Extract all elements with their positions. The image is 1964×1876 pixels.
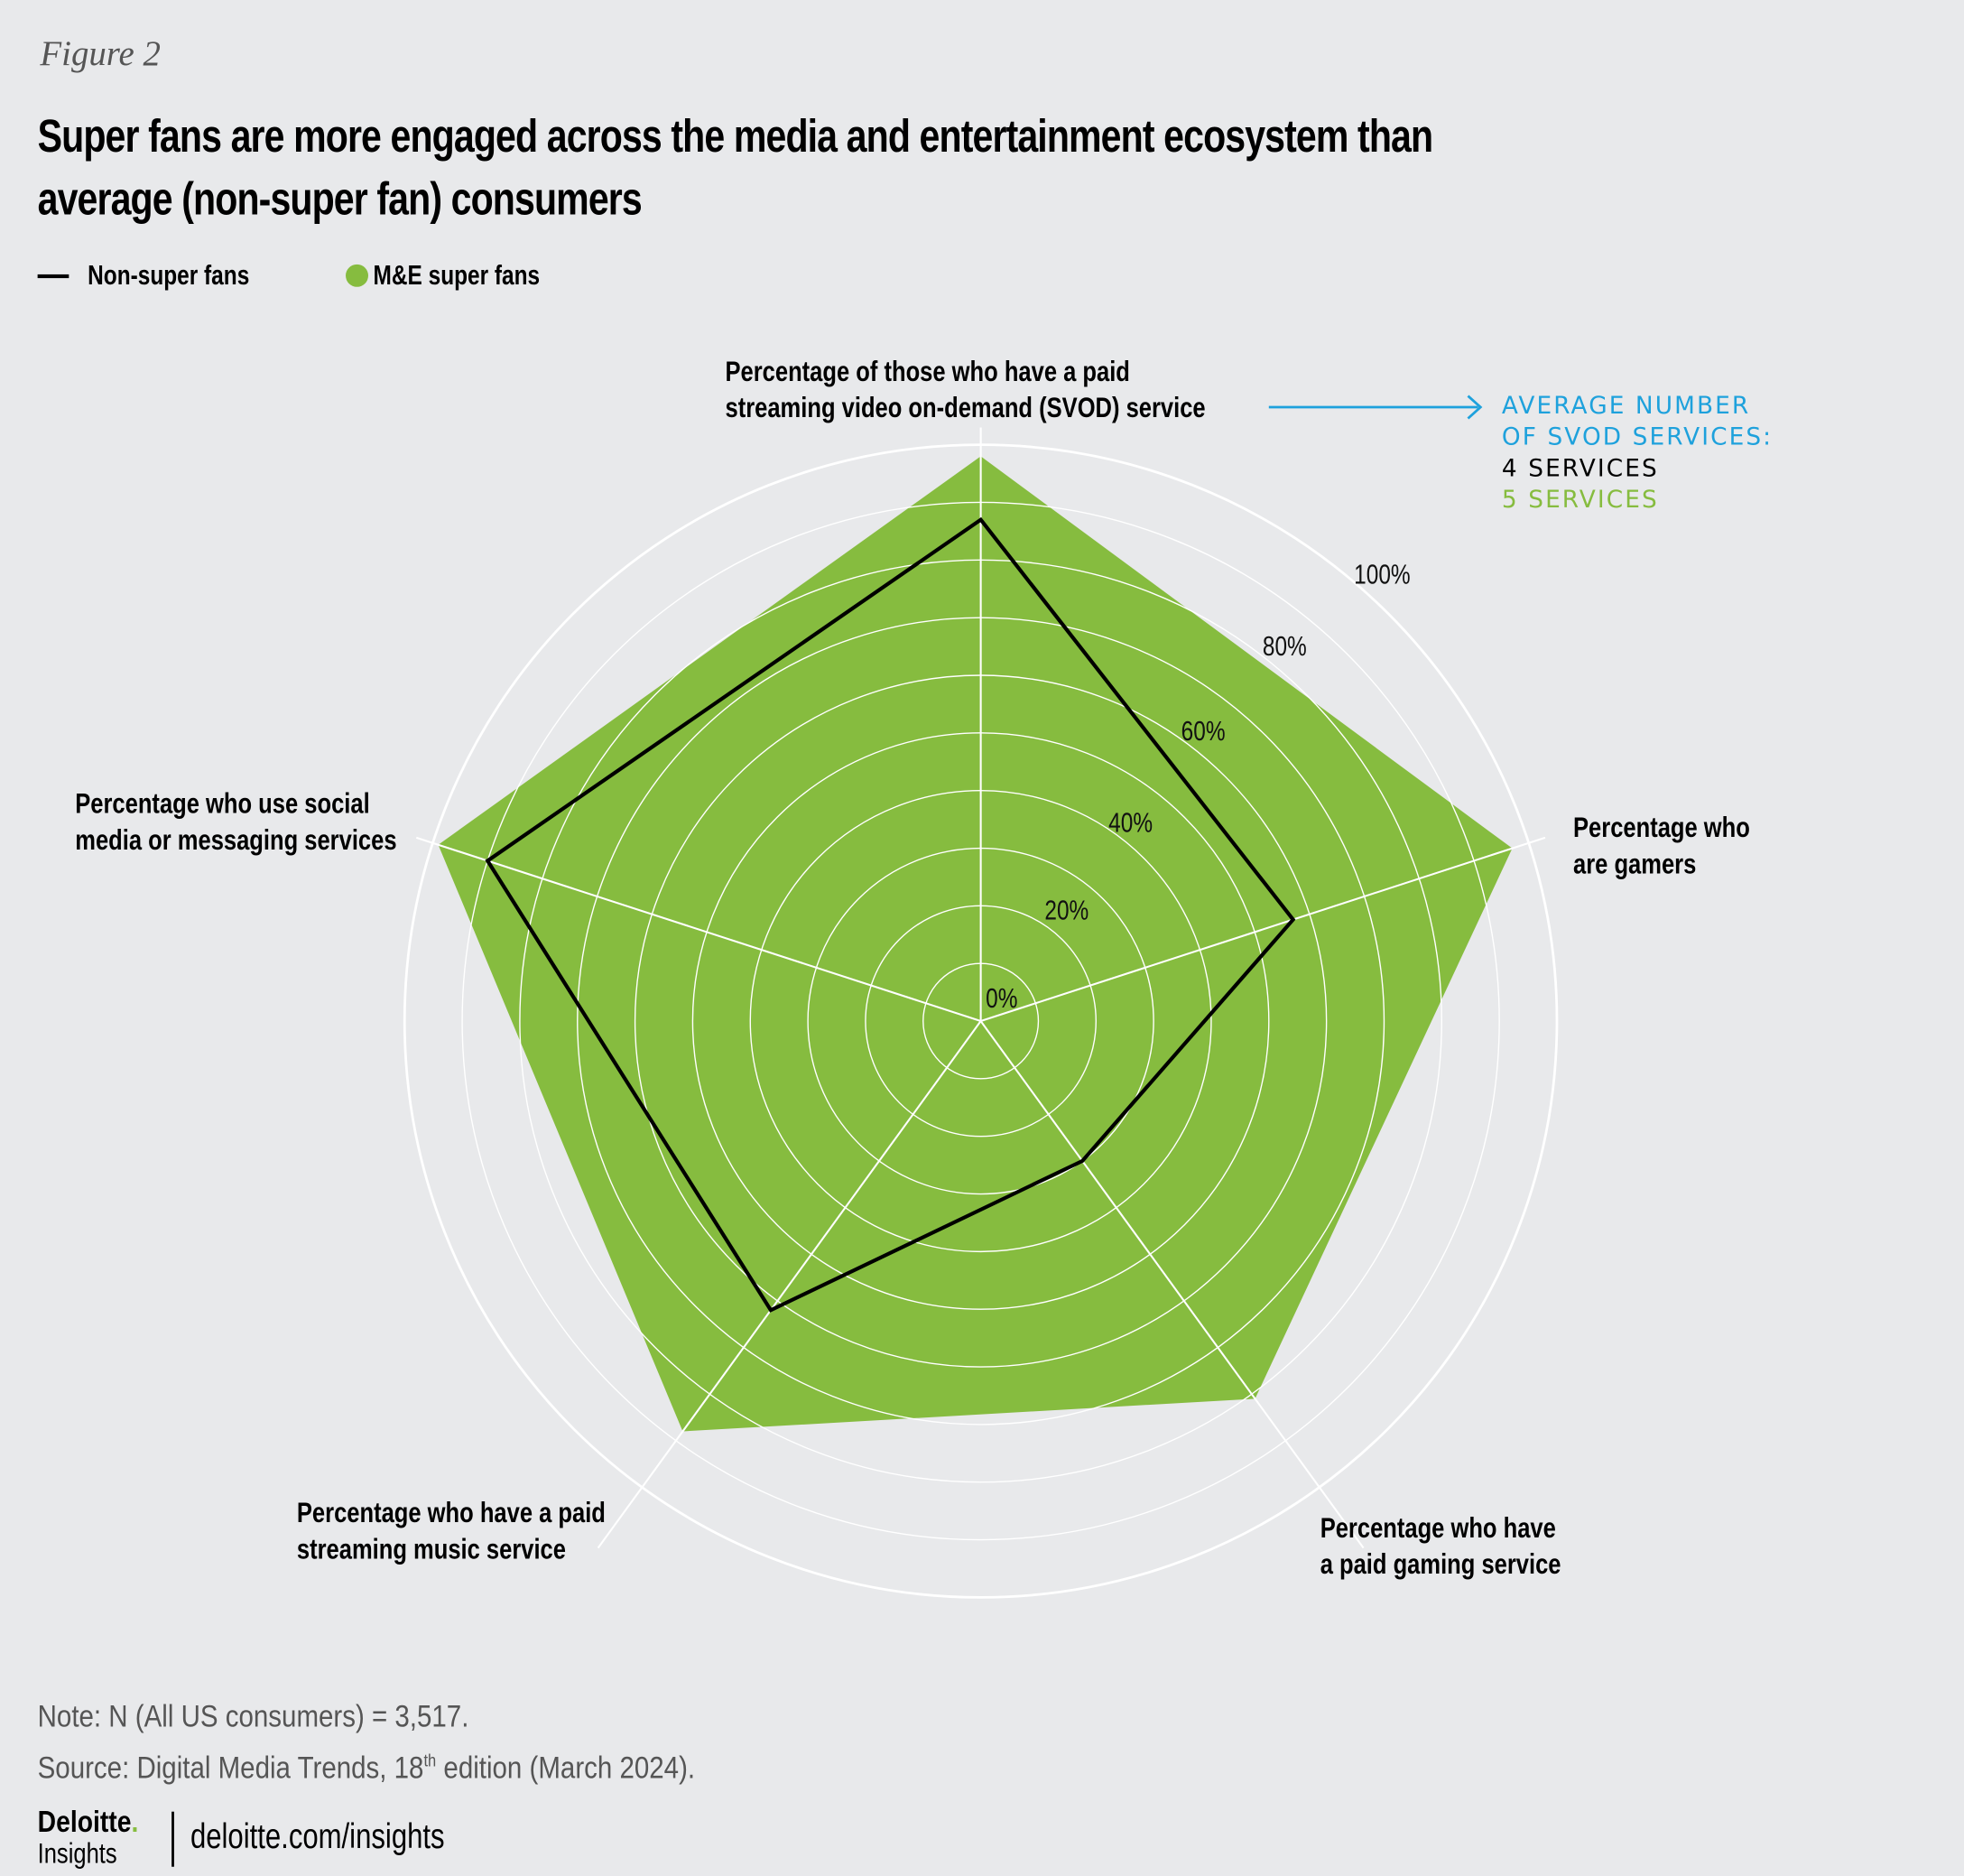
axis-label-svod: Percentage of those who have a paid stre… xyxy=(726,353,1326,425)
source-text: Source: Digital Media Trends, 18th editi… xyxy=(38,1739,695,1790)
note-text: Note: N (All US consumers) = 3,517. xyxy=(37,1698,469,1734)
svod-annotation: Average number of SVOD services: 4 servi… xyxy=(1502,391,1773,516)
tick-label: 60% xyxy=(1181,715,1226,748)
axis-label-gaming-service: Percentage who have a paid gaming servic… xyxy=(1320,1509,1622,1582)
tick-label: 80% xyxy=(1262,630,1307,662)
series-non-super-fans-line xyxy=(485,516,1296,1313)
axis-spoke xyxy=(597,1020,982,1549)
annotation-non-super: 4 services xyxy=(1501,454,1659,483)
legend-line-swatch xyxy=(37,274,69,279)
source-prefix: Source: Digital Media Trends, 18 xyxy=(37,1751,424,1787)
legend-label-non-super: Non-super fans xyxy=(88,259,250,291)
annotation-arrow-head-icon xyxy=(1467,395,1483,420)
title-line-1: Super fans are more engaged across the m… xyxy=(37,110,1433,163)
logo-dot: . xyxy=(131,1805,139,1840)
axis-label-social: Percentage who use social media or messa… xyxy=(75,785,477,858)
source-sup: th xyxy=(423,1750,437,1770)
series-super-fans-area xyxy=(438,456,1513,1432)
figure-label: Figure 2 xyxy=(40,34,161,74)
footnote: Note: N (All US consumers) = 3,517. Sour… xyxy=(38,1695,811,1791)
axis-label-line: Percentage of those who have a paid xyxy=(725,354,1130,387)
logo-sub: Insights xyxy=(37,1836,117,1870)
tick-label: 0% xyxy=(986,982,1018,1014)
axis-label-line: a paid gaming service xyxy=(1320,1546,1561,1580)
axis-spoke xyxy=(979,1020,1365,1549)
footer-divider xyxy=(171,1811,174,1867)
axis-label-line: Percentage who xyxy=(1573,810,1750,843)
axis-label-line: are gamers xyxy=(1573,847,1697,880)
axis-label-line: Percentage who use social xyxy=(75,786,370,820)
source-suffix: edition (March 2024). xyxy=(436,1751,696,1787)
tick-label: 40% xyxy=(1108,806,1153,839)
tick-label: 100% xyxy=(1354,558,1411,590)
chart-title: Super fans are more engaged across the m… xyxy=(38,106,1782,231)
legend-label-super: M&E super fans xyxy=(373,259,541,291)
axis-label-line: Percentage who have a paid xyxy=(296,1495,606,1529)
axis-label-music: Percentage who have a paid streaming mus… xyxy=(297,1495,683,1567)
axis-label-gamers: Percentage who are gamers xyxy=(1573,809,1794,881)
axis-label-line: media or messaging services xyxy=(75,822,397,856)
deloitte-logo: Deloitte. Insights xyxy=(37,1805,156,1870)
axis-label-line: streaming video on-demand (SVOD) service xyxy=(725,390,1206,424)
legend-dot-swatch xyxy=(346,264,369,287)
logo-brand: Deloitte xyxy=(37,1805,132,1840)
website-link-text[interactable]: deloitte.com/insights xyxy=(190,1816,445,1856)
axis-spoke xyxy=(980,836,1546,1023)
annotation-super: 5 services xyxy=(1501,486,1659,514)
title-line-2: average (non-super fan) consumers xyxy=(37,172,643,225)
annotation-heading-2: of SVOD services: xyxy=(1501,423,1774,451)
annotation-heading-1: Average number xyxy=(1501,392,1751,420)
axis-label-line: streaming music service xyxy=(296,1532,566,1565)
tick-label: 20% xyxy=(1044,894,1089,926)
website-link[interactable]: deloitte.com/insights xyxy=(190,1816,508,1856)
axis-label-line: Percentage who have xyxy=(1320,1510,1556,1544)
axis-spoke xyxy=(415,836,981,1023)
